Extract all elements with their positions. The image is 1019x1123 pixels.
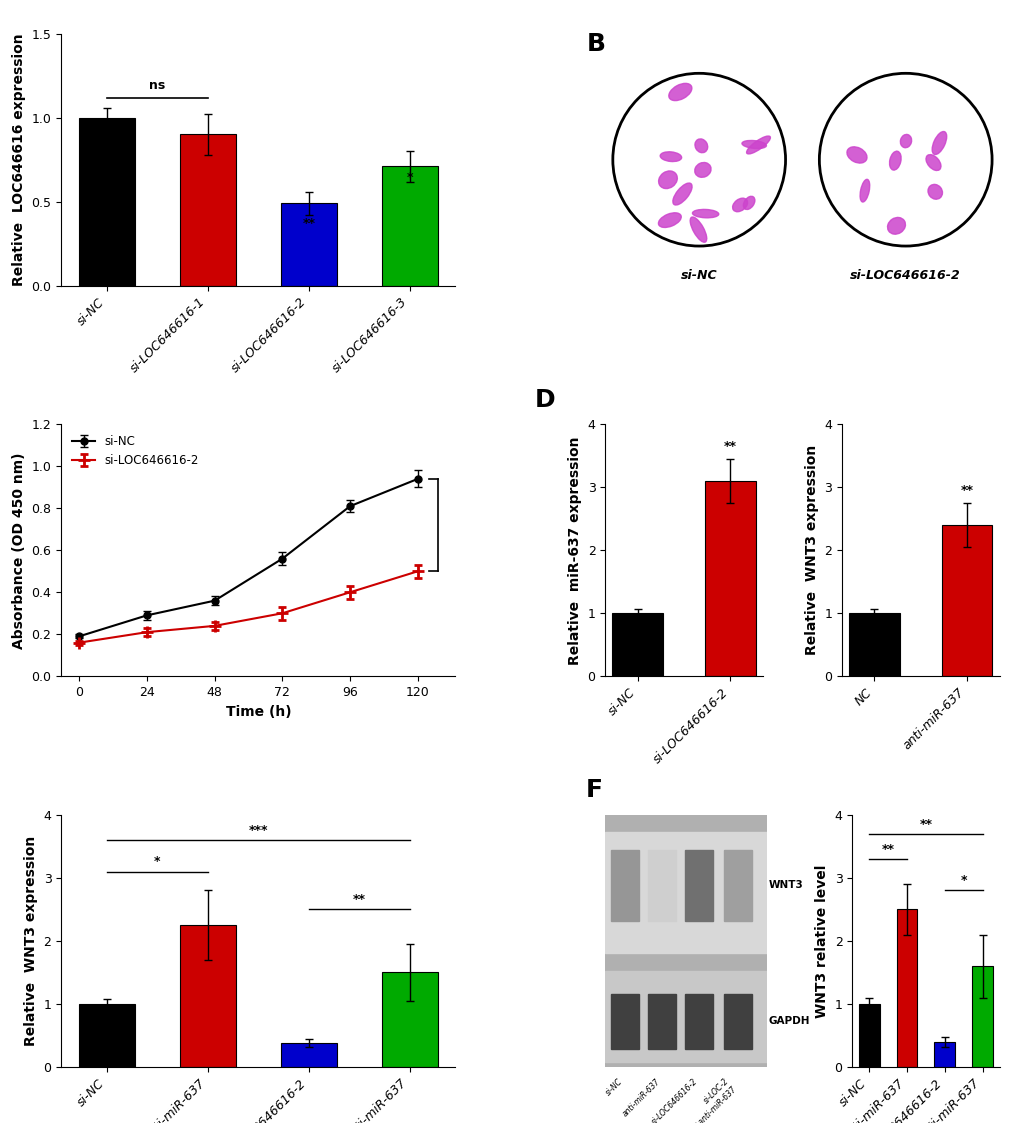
Circle shape <box>612 73 785 246</box>
Bar <box>281 1043 336 1067</box>
X-axis label: Time (h): Time (h) <box>225 704 290 719</box>
Text: **: ** <box>302 217 315 230</box>
Bar <box>858 1004 879 1067</box>
Text: B: B <box>586 31 605 56</box>
Bar <box>648 850 676 921</box>
Ellipse shape <box>900 135 911 148</box>
Ellipse shape <box>931 131 946 155</box>
Text: **: ** <box>918 818 931 831</box>
Y-axis label: Relative  WNT3 expression: Relative WNT3 expression <box>23 836 38 1046</box>
Ellipse shape <box>673 183 692 206</box>
Y-axis label: Relative  LOC646616 expression: Relative LOC646616 expression <box>12 34 25 286</box>
Ellipse shape <box>694 163 710 177</box>
Bar <box>933 1042 954 1067</box>
Text: **: ** <box>723 439 736 453</box>
Y-axis label: Absorbance (OD 450 nm): Absorbance (OD 450 nm) <box>12 453 25 648</box>
Bar <box>685 850 712 921</box>
Text: *: * <box>154 856 160 868</box>
Y-axis label: Relative  miR-637 expression: Relative miR-637 expression <box>568 436 582 665</box>
Ellipse shape <box>746 136 769 154</box>
Ellipse shape <box>694 139 707 153</box>
Bar <box>848 613 899 676</box>
Bar <box>610 994 638 1049</box>
Text: si-NC: si-NC <box>603 1077 625 1097</box>
Bar <box>604 971 766 1062</box>
Circle shape <box>818 73 991 246</box>
Bar <box>382 166 437 285</box>
Y-axis label: Relative  WNT3 expression: Relative WNT3 expression <box>804 445 818 656</box>
Text: si-LOC-2
+anti-miR-637: si-LOC-2 +anti-miR-637 <box>684 1077 738 1123</box>
Text: ***: *** <box>249 824 268 837</box>
Ellipse shape <box>846 147 866 163</box>
Bar <box>971 966 991 1067</box>
Bar <box>281 203 336 285</box>
Legend: si-NC, si-LOC646616-2: si-NC, si-LOC646616-2 <box>67 430 204 472</box>
Bar <box>79 118 135 285</box>
Ellipse shape <box>741 140 765 148</box>
Bar <box>79 1004 135 1067</box>
Text: *: * <box>407 172 413 184</box>
Bar <box>180 135 235 285</box>
Ellipse shape <box>690 217 706 243</box>
Ellipse shape <box>658 171 677 189</box>
Bar <box>604 832 766 953</box>
Text: ns: ns <box>149 80 165 92</box>
Text: **: ** <box>880 842 894 856</box>
Ellipse shape <box>925 155 941 171</box>
Bar <box>896 910 916 1067</box>
Bar <box>723 850 751 921</box>
Ellipse shape <box>732 198 747 212</box>
Bar <box>723 994 751 1049</box>
Text: si-NC: si-NC <box>681 268 716 282</box>
Text: **: ** <box>960 484 972 496</box>
Text: *: * <box>960 875 966 887</box>
Bar <box>180 925 235 1067</box>
Ellipse shape <box>692 209 718 218</box>
Text: si-LOC646616-2: si-LOC646616-2 <box>850 268 960 282</box>
Text: WNT3: WNT3 <box>768 880 803 891</box>
Ellipse shape <box>668 83 691 101</box>
Text: GAPDH: GAPDH <box>768 1016 810 1026</box>
Text: **: ** <box>353 893 366 906</box>
Bar <box>648 994 676 1049</box>
Bar <box>611 613 662 676</box>
Ellipse shape <box>889 152 900 170</box>
Ellipse shape <box>927 184 942 199</box>
Text: anti-miR-637: anti-miR-637 <box>620 1077 661 1119</box>
Text: D: D <box>534 387 554 412</box>
Text: si-LOC646616-2: si-LOC646616-2 <box>649 1077 699 1123</box>
Ellipse shape <box>743 197 754 210</box>
Bar <box>704 481 755 676</box>
Y-axis label: WNT3 relative level: WNT3 relative level <box>814 865 828 1017</box>
Ellipse shape <box>859 180 869 202</box>
Bar <box>941 526 991 676</box>
Bar <box>610 850 638 921</box>
Text: F: F <box>585 778 602 802</box>
Ellipse shape <box>659 152 681 162</box>
Ellipse shape <box>658 212 681 228</box>
Bar <box>382 973 437 1067</box>
Ellipse shape <box>887 218 905 235</box>
Bar <box>685 994 712 1049</box>
